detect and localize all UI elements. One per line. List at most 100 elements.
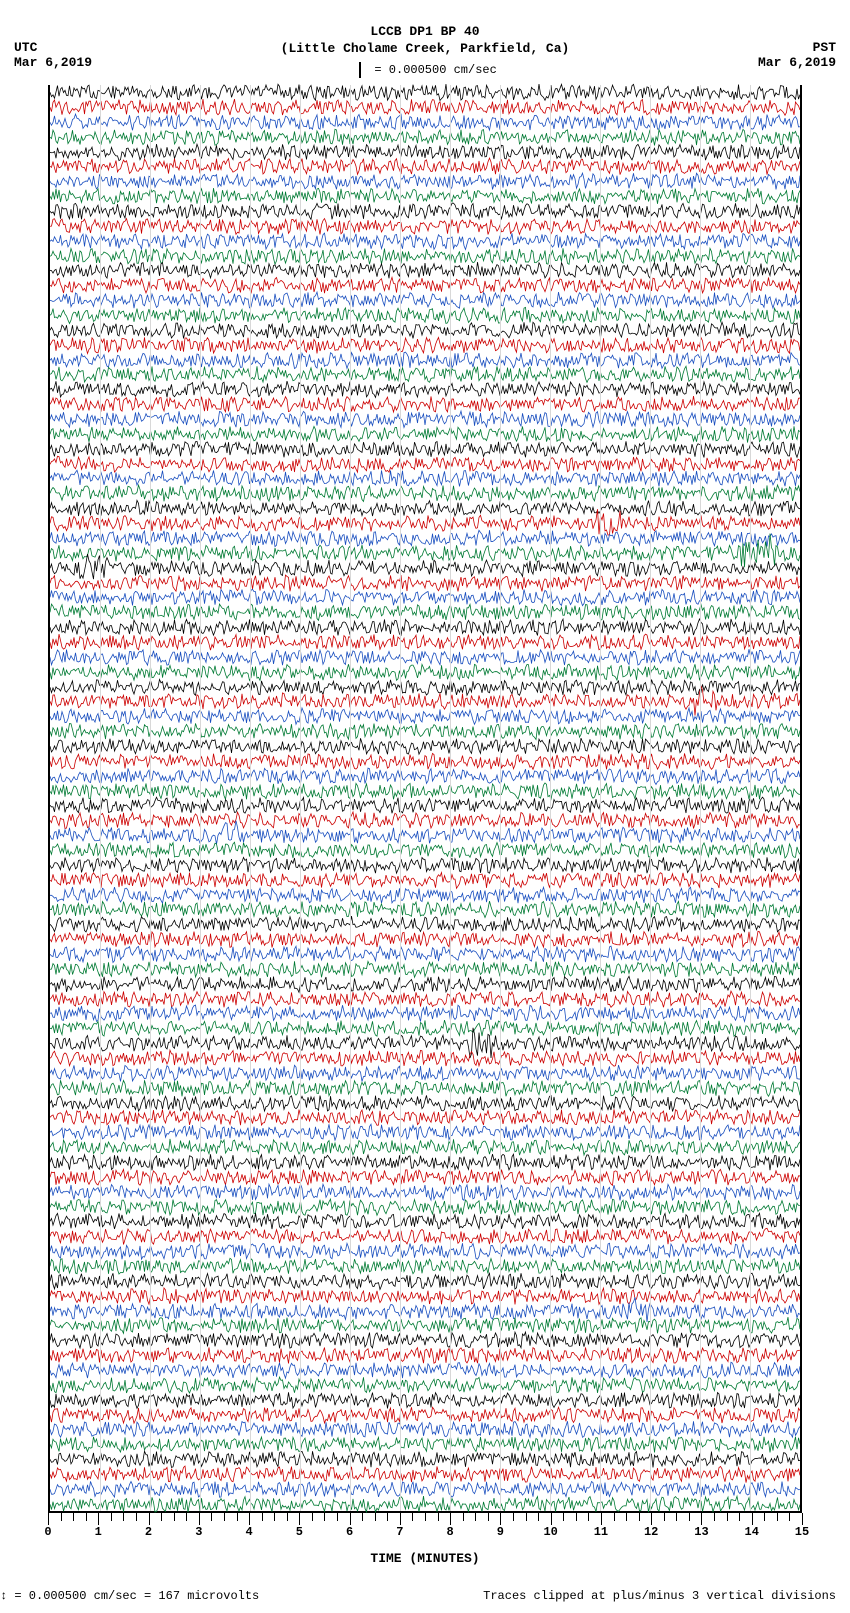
- x-tick-label: 9: [497, 1525, 504, 1539]
- x-tick-label: 7: [396, 1525, 403, 1539]
- grid-line: [400, 85, 401, 1511]
- x-minor-tick: [186, 1513, 187, 1521]
- x-minor-tick: [739, 1513, 740, 1521]
- grid-line: [550, 85, 551, 1511]
- x-minor-tick: [174, 1513, 175, 1521]
- plot-area: [48, 85, 802, 1513]
- x-minor-tick: [287, 1513, 288, 1521]
- x-minor-tick: [576, 1513, 577, 1521]
- x-tick: [48, 1513, 49, 1525]
- pst-date: Mar 6,2019: [758, 55, 836, 70]
- x-axis-label: TIME (MINUTES): [48, 1551, 802, 1566]
- x-tick-label: 5: [296, 1525, 303, 1539]
- x-minor-tick: [425, 1513, 426, 1521]
- x-tick-label: 10: [543, 1525, 557, 1539]
- x-minor-tick: [387, 1513, 388, 1521]
- grid-line: [100, 85, 101, 1511]
- station-title: LCCB DP1 BP 40: [0, 24, 850, 39]
- x-minor-tick: [563, 1513, 564, 1521]
- pst-label: PST: [813, 40, 836, 55]
- x-minor-tick: [161, 1513, 162, 1521]
- x-minor-tick: [664, 1513, 665, 1521]
- x-minor-tick: [676, 1513, 677, 1521]
- x-minor-tick: [626, 1513, 627, 1521]
- x-minor-tick: [237, 1513, 238, 1521]
- x-minor-tick: [86, 1513, 87, 1521]
- x-tick: [500, 1513, 501, 1525]
- x-minor-tick: [337, 1513, 338, 1521]
- x-minor-tick: [136, 1513, 137, 1521]
- grid-line: [200, 85, 201, 1511]
- x-tick: [450, 1513, 451, 1525]
- x-tick-label: 14: [745, 1525, 759, 1539]
- x-tick: [199, 1513, 200, 1525]
- x-tick: [98, 1513, 99, 1525]
- x-minor-tick: [689, 1513, 690, 1521]
- x-minor-tick: [777, 1513, 778, 1521]
- grid-line: [750, 85, 751, 1511]
- x-minor-tick: [438, 1513, 439, 1521]
- x-minor-tick: [538, 1513, 539, 1521]
- station-subtitle: (Little Cholame Creek, Parkfield, Ca): [0, 41, 850, 56]
- grid-line: [700, 85, 701, 1511]
- grid-line: [150, 85, 151, 1511]
- x-minor-tick: [224, 1513, 225, 1521]
- header: LCCB DP1 BP 40 (Little Cholame Creek, Pa…: [0, 24, 850, 56]
- x-minor-tick: [789, 1513, 790, 1521]
- x-minor-tick: [764, 1513, 765, 1521]
- x-tick-label: 8: [447, 1525, 454, 1539]
- x-tick: [802, 1513, 803, 1525]
- grid-line: [650, 85, 651, 1511]
- x-minor-tick: [211, 1513, 212, 1521]
- x-minor-tick: [488, 1513, 489, 1521]
- grid-line: [500, 85, 501, 1511]
- x-minor-tick: [714, 1513, 715, 1521]
- x-minor-tick: [111, 1513, 112, 1521]
- utc-label: UTC: [14, 40, 37, 55]
- x-tick: [299, 1513, 300, 1525]
- x-minor-tick: [513, 1513, 514, 1521]
- x-minor-tick: [362, 1513, 363, 1521]
- x-minor-tick: [412, 1513, 413, 1521]
- x-minor-tick: [312, 1513, 313, 1521]
- x-minor-tick: [588, 1513, 589, 1521]
- x-tick-label: 11: [594, 1525, 608, 1539]
- x-tick-label: 2: [145, 1525, 152, 1539]
- x-minor-tick: [463, 1513, 464, 1521]
- x-tick-label: 4: [245, 1525, 252, 1539]
- x-minor-tick: [73, 1513, 74, 1521]
- footer-right: Traces clipped at plus/minus 3 vertical …: [483, 1589, 836, 1603]
- grid-line: [350, 85, 351, 1511]
- x-minor-tick: [324, 1513, 325, 1521]
- x-tick: [551, 1513, 552, 1525]
- x-tick: [651, 1513, 652, 1525]
- grid-line: [450, 85, 451, 1511]
- x-tick: [249, 1513, 250, 1525]
- x-minor-tick: [274, 1513, 275, 1521]
- trace-rows: [50, 85, 800, 1511]
- x-tick-label: 12: [644, 1525, 658, 1539]
- utc-date: Mar 6,2019: [14, 55, 92, 70]
- x-tick-label: 0: [44, 1525, 51, 1539]
- x-axis: 0123456789101112131415 TIME (MINUTES): [48, 1513, 802, 1553]
- x-tick: [752, 1513, 753, 1525]
- x-tick: [601, 1513, 602, 1525]
- x-minor-tick: [123, 1513, 124, 1521]
- x-minor-tick: [526, 1513, 527, 1521]
- x-minor-tick: [475, 1513, 476, 1521]
- x-minor-tick: [375, 1513, 376, 1521]
- trace-row: [50, 1497, 800, 1512]
- x-tick: [400, 1513, 401, 1525]
- x-minor-tick: [61, 1513, 62, 1521]
- x-tick-label: 3: [195, 1525, 202, 1539]
- x-ticks: 0123456789101112131415: [48, 1513, 802, 1531]
- x-minor-tick: [727, 1513, 728, 1521]
- x-tick-label: 13: [694, 1525, 708, 1539]
- x-tick: [350, 1513, 351, 1525]
- x-tick: [149, 1513, 150, 1525]
- x-tick: [701, 1513, 702, 1525]
- x-tick-label: 1: [95, 1525, 102, 1539]
- x-tick-label: 6: [346, 1525, 353, 1539]
- grid-line: [250, 85, 251, 1511]
- x-minor-tick: [614, 1513, 615, 1521]
